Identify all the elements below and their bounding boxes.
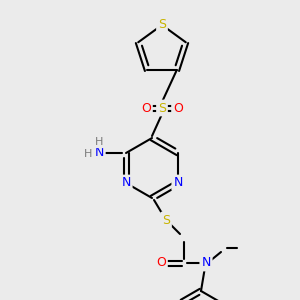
Text: O: O [141, 101, 151, 115]
Text: N: N [94, 146, 104, 158]
Text: S: S [158, 101, 166, 115]
Text: N: N [201, 256, 211, 269]
Text: S: S [162, 214, 170, 226]
Text: O: O [156, 256, 166, 269]
Text: N: N [121, 176, 131, 190]
Text: N: N [173, 176, 183, 190]
Text: H: H [84, 149, 92, 159]
Text: O: O [173, 101, 183, 115]
Text: H: H [95, 137, 103, 147]
Text: S: S [158, 19, 166, 32]
